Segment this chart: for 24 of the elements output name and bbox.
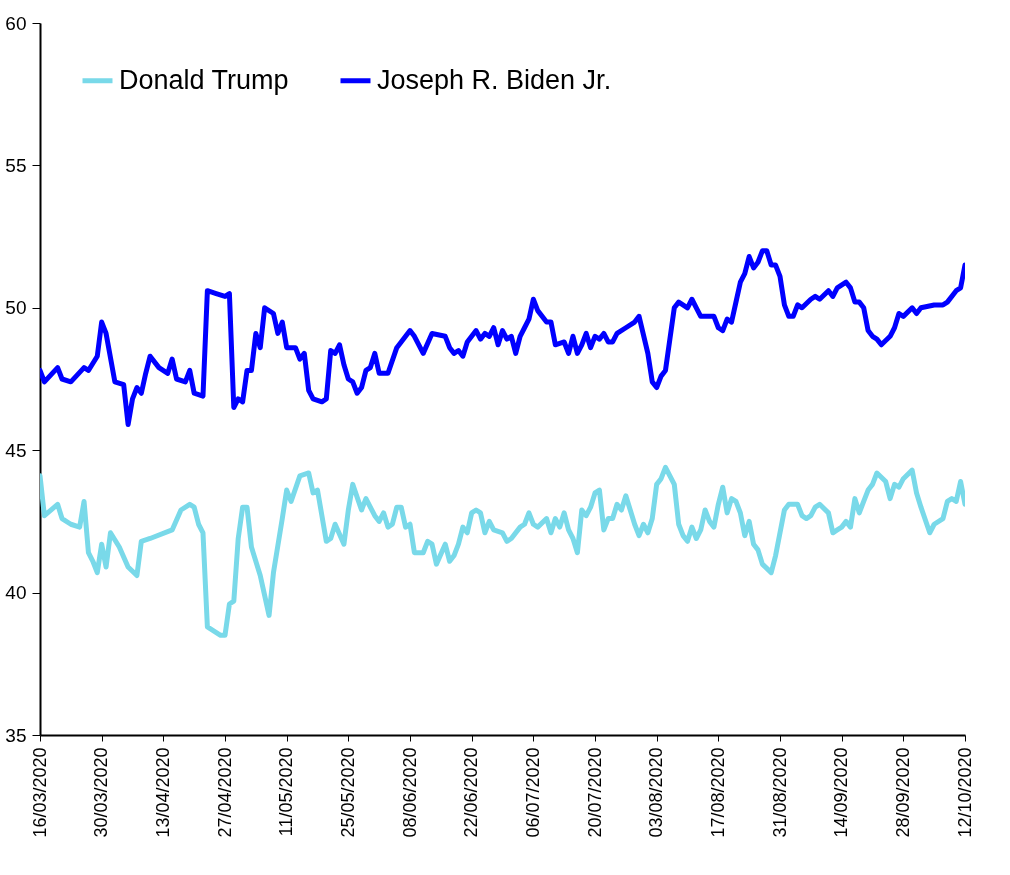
x-tick-label: 25/05/2020 bbox=[337, 747, 358, 838]
y-tick-label: 55 bbox=[5, 154, 27, 176]
x-tick-label: 16/03/2020 bbox=[29, 747, 50, 838]
x-tick-label: 27/04/2020 bbox=[214, 747, 235, 838]
x-tick-label: 30/03/2020 bbox=[91, 747, 112, 838]
x-tick-label: 11/05/2020 bbox=[276, 747, 297, 837]
legend-label: Donald Trump bbox=[119, 64, 289, 95]
y-tick-label: 50 bbox=[5, 297, 27, 319]
x-tick-label: 22/06/2020 bbox=[461, 747, 482, 838]
x-tick-label: 20/07/2020 bbox=[584, 747, 605, 838]
y-tick-label: 40 bbox=[5, 582, 27, 604]
x-tick-label: 28/09/2020 bbox=[892, 747, 913, 838]
x-tick-label: 08/06/2020 bbox=[399, 747, 420, 838]
x-tick-label: 14/09/2020 bbox=[831, 747, 852, 838]
x-tick-label: 31/08/2020 bbox=[769, 747, 790, 838]
y-tick-label: 60 bbox=[5, 12, 27, 34]
x-tick-label: 17/08/2020 bbox=[707, 747, 728, 838]
x-tick-label: 06/07/2020 bbox=[522, 747, 543, 838]
y-tick-label: 45 bbox=[5, 439, 27, 461]
legend-label: Joseph R. Biden Jr. bbox=[377, 64, 612, 95]
x-tick-label: 13/04/2020 bbox=[152, 747, 173, 838]
x-tick-label: 03/08/2020 bbox=[646, 747, 667, 838]
y-tick-label: 35 bbox=[5, 724, 27, 746]
x-tick-label: 12/10/2020 bbox=[954, 747, 975, 838]
